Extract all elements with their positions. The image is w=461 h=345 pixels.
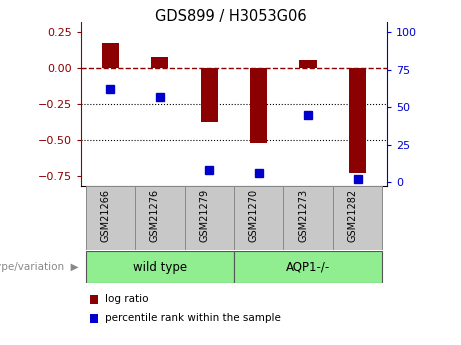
Bar [184,186,234,250]
Text: AQP1-/-: AQP1-/- [286,260,330,274]
Text: percentile rank within the sample: percentile rank within the sample [105,313,281,323]
Bar [250,68,267,143]
Bar [333,186,382,250]
Bar [284,186,333,250]
Text: GSM21273: GSM21273 [298,189,308,242]
Text: genotype/variation  ▶: genotype/variation ▶ [0,262,78,272]
Text: log ratio: log ratio [105,294,148,304]
Bar [86,186,135,250]
Bar [234,186,284,250]
Bar [86,251,234,283]
Text: GSM21279: GSM21279 [199,189,209,242]
Bar [349,68,366,173]
Bar [102,42,119,68]
Bar [201,68,218,121]
Text: GSM21276: GSM21276 [150,189,160,242]
Text: GSM21282: GSM21282 [348,189,358,242]
Text: wild type: wild type [133,260,187,274]
Text: GSM21270: GSM21270 [248,189,259,242]
Text: GSM21266: GSM21266 [100,189,110,242]
Bar [135,186,184,250]
Text: GDS899 / H3053G06: GDS899 / H3053G06 [155,9,306,23]
Bar [151,57,168,68]
Bar [234,251,382,283]
Bar [300,60,317,68]
